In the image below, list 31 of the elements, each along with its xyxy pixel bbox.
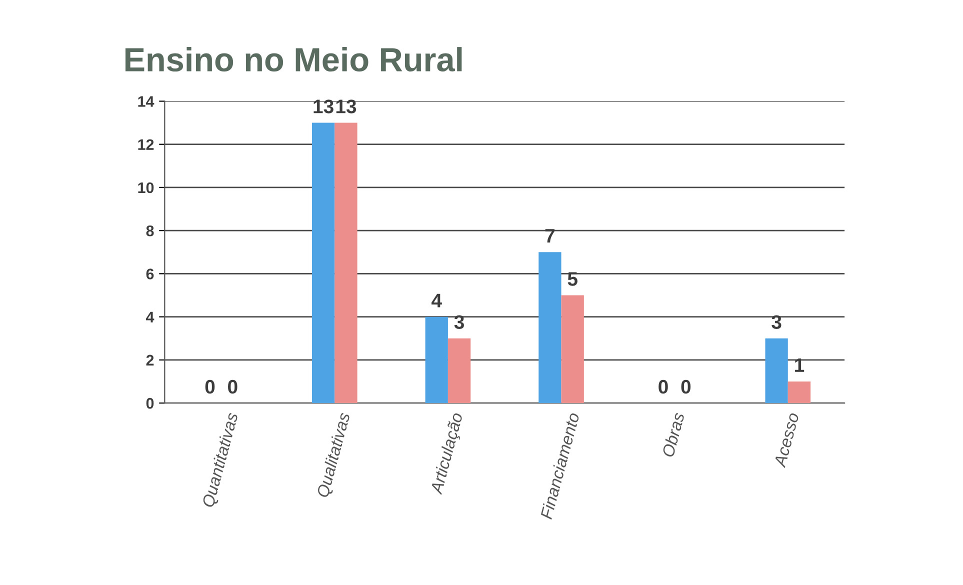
bar [448, 338, 471, 404]
y-tick-label: 2 [146, 354, 154, 366]
data-label: 4 [432, 294, 442, 308]
x-tick-label: Obras [661, 412, 685, 458]
y-tick-label: 8 [146, 225, 154, 236]
bar [334, 122, 358, 404]
data-label: 7 [545, 229, 554, 243]
bar [312, 122, 335, 404]
data-label: 0 [658, 380, 668, 394]
data-label: 1 [795, 358, 804, 372]
chart-title: Ensino no Meio Rural [125, 47, 462, 72]
data-label: 13 [314, 100, 334, 114]
data-label: 5 [568, 272, 578, 286]
y-tick-label: 6 [146, 268, 154, 280]
data-label: 0 [681, 380, 691, 394]
bar [788, 382, 811, 404]
y-tick-label: 4 [146, 312, 154, 322]
x-tick-label: Acesso [774, 412, 800, 468]
bar [425, 316, 448, 404]
bar [561, 295, 584, 404]
y-tick-label: 0 [146, 398, 154, 409]
y-tick-label: 14 [138, 96, 154, 107]
y-tick-label: 10 [138, 182, 154, 194]
data-label: 0 [205, 380, 215, 394]
data-label: 3 [454, 315, 464, 330]
bar [765, 338, 788, 404]
data-label: 0 [228, 380, 238, 394]
data-label: 13 [336, 100, 356, 114]
data-label: 3 [772, 315, 782, 330]
y-tick-label: 12 [138, 139, 154, 150]
bar [538, 252, 562, 404]
